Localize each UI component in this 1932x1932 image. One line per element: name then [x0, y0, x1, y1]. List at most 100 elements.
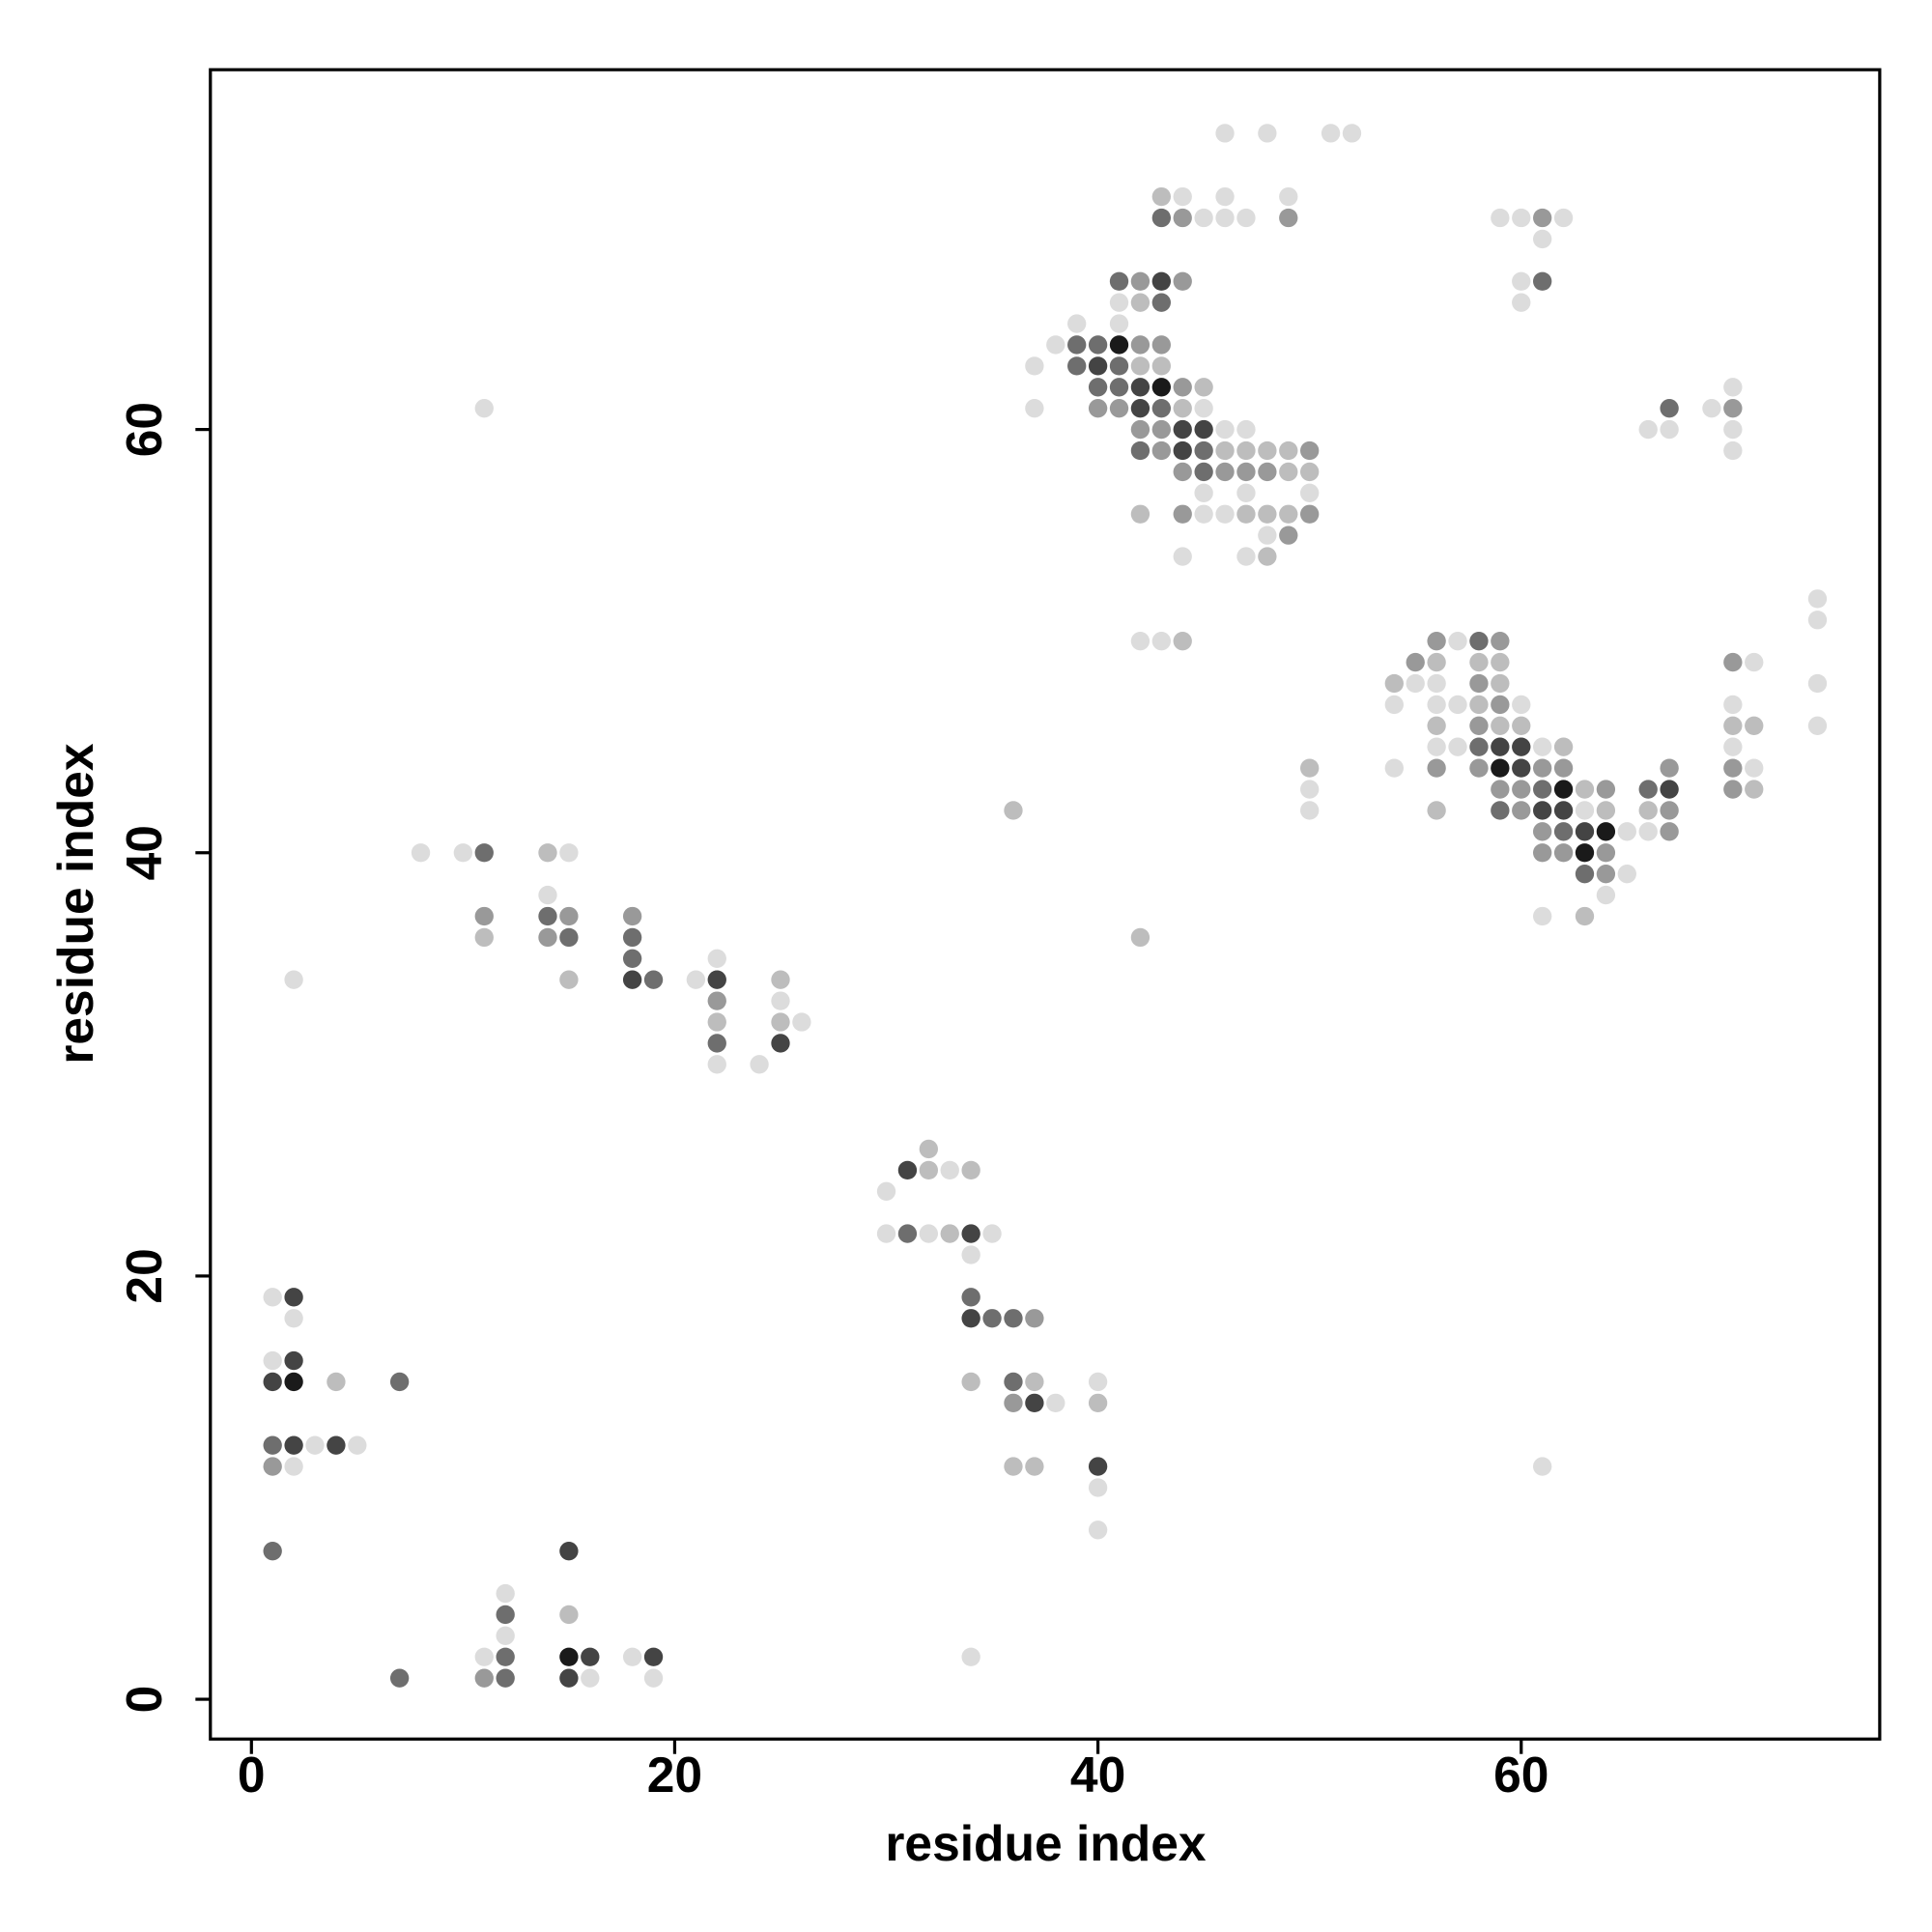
contact-point: [1553, 780, 1574, 799]
contact-point: [474, 906, 494, 926]
contact-point: [961, 1372, 980, 1392]
contact-point: [284, 1435, 303, 1455]
contact-point: [1279, 186, 1298, 207]
contact-point: [1173, 504, 1192, 524]
contact-point: [1109, 293, 1129, 312]
contact-point: [1130, 293, 1151, 312]
contact-point: [305, 1435, 325, 1455]
contact-point: [1702, 399, 1721, 418]
contact-point: [284, 1457, 303, 1476]
contact-point: [961, 1245, 980, 1264]
y-axis-label: residue index: [47, 743, 103, 1065]
contact-point: [1046, 1393, 1065, 1413]
contact-point: [1723, 780, 1743, 799]
contact-point: [771, 1034, 790, 1053]
contact-point: [1236, 504, 1256, 524]
contact-point: [897, 1224, 918, 1243]
contact-point: [961, 1160, 980, 1180]
contact-point: [707, 991, 726, 1010]
contact-point: [1300, 440, 1320, 461]
contact-point: [559, 906, 579, 926]
contact-point: [1130, 399, 1151, 418]
contact-point: [1194, 208, 1213, 228]
contact-point: [1512, 293, 1531, 312]
contact-point: [1533, 758, 1552, 778]
contact-point: [559, 1647, 579, 1666]
contact-point: [1491, 208, 1510, 228]
contact-point: [1109, 399, 1129, 418]
contact-point: [496, 1668, 515, 1688]
contact-point: [622, 906, 642, 926]
contact-point: [1194, 483, 1213, 502]
contact-point: [1469, 652, 1489, 672]
contact-point: [1660, 801, 1679, 820]
contact-point: [496, 1583, 515, 1604]
contact-point: [1130, 378, 1151, 397]
contact-point: [961, 1224, 980, 1243]
contact-point: [1427, 695, 1446, 715]
contact-point: [1194, 419, 1213, 440]
contact-point: [1553, 801, 1574, 820]
contact-point: [1512, 271, 1531, 291]
contact-point: [1151, 293, 1171, 312]
contact-point: [940, 1160, 959, 1180]
contact-point: [1638, 419, 1658, 440]
contact-point: [1448, 737, 1467, 756]
contact-point: [1258, 124, 1277, 143]
contact-point: [919, 1160, 939, 1180]
contact-point: [1723, 399, 1743, 418]
contact-point: [1258, 504, 1277, 524]
contact-point: [1553, 822, 1574, 841]
contact-point: [1638, 780, 1658, 799]
contact-point: [1427, 632, 1446, 651]
contact-point: [474, 927, 494, 948]
contact-point: [1406, 652, 1425, 672]
contact-point: [1279, 504, 1298, 524]
contact-point: [1723, 378, 1743, 397]
contact-point: [1512, 758, 1531, 778]
contact-point: [707, 1034, 726, 1053]
contact-point: [1427, 758, 1446, 778]
contact-point: [1512, 780, 1531, 799]
contact-point: [1215, 462, 1235, 482]
contact-point: [940, 1224, 959, 1243]
contact-point: [1533, 1457, 1552, 1476]
contact-point: [474, 843, 494, 863]
contact-point: [1575, 906, 1595, 926]
contact-point: [1067, 314, 1087, 333]
contact-point: [559, 843, 579, 863]
contact-point: [1236, 547, 1256, 566]
contact-point: [1109, 378, 1129, 397]
contact-point: [538, 927, 557, 948]
contact-point: [389, 1372, 410, 1392]
contact-point: [1469, 737, 1489, 756]
contact-point: [327, 1372, 346, 1392]
contact-point: [1491, 632, 1510, 651]
contact-point: [1596, 864, 1616, 884]
contact-point: [707, 949, 726, 968]
contact-point: [1533, 843, 1552, 863]
contact-point: [1723, 652, 1743, 672]
contact-point: [1194, 399, 1213, 418]
contact-point: [1025, 1457, 1044, 1476]
contact-point: [982, 1224, 1002, 1243]
contact-point: [581, 1668, 600, 1688]
contact-point: [961, 1288, 980, 1307]
contact-point: [1088, 335, 1108, 355]
contact-point: [1596, 822, 1616, 841]
contact-point: [1300, 483, 1320, 502]
contact-point: [1130, 356, 1151, 376]
contact-point: [1321, 124, 1341, 143]
contact-point: [1469, 758, 1489, 778]
contact-point: [1173, 440, 1192, 461]
contact-point: [538, 885, 557, 905]
contact-point: [284, 1350, 303, 1371]
contact-point: [474, 399, 494, 418]
contact-point: [1300, 801, 1320, 820]
contact-point: [1151, 335, 1171, 355]
contact-point: [1533, 822, 1552, 841]
contact-point: [1384, 673, 1404, 694]
contact-point: [1723, 695, 1743, 715]
contact-point: [919, 1224, 939, 1243]
